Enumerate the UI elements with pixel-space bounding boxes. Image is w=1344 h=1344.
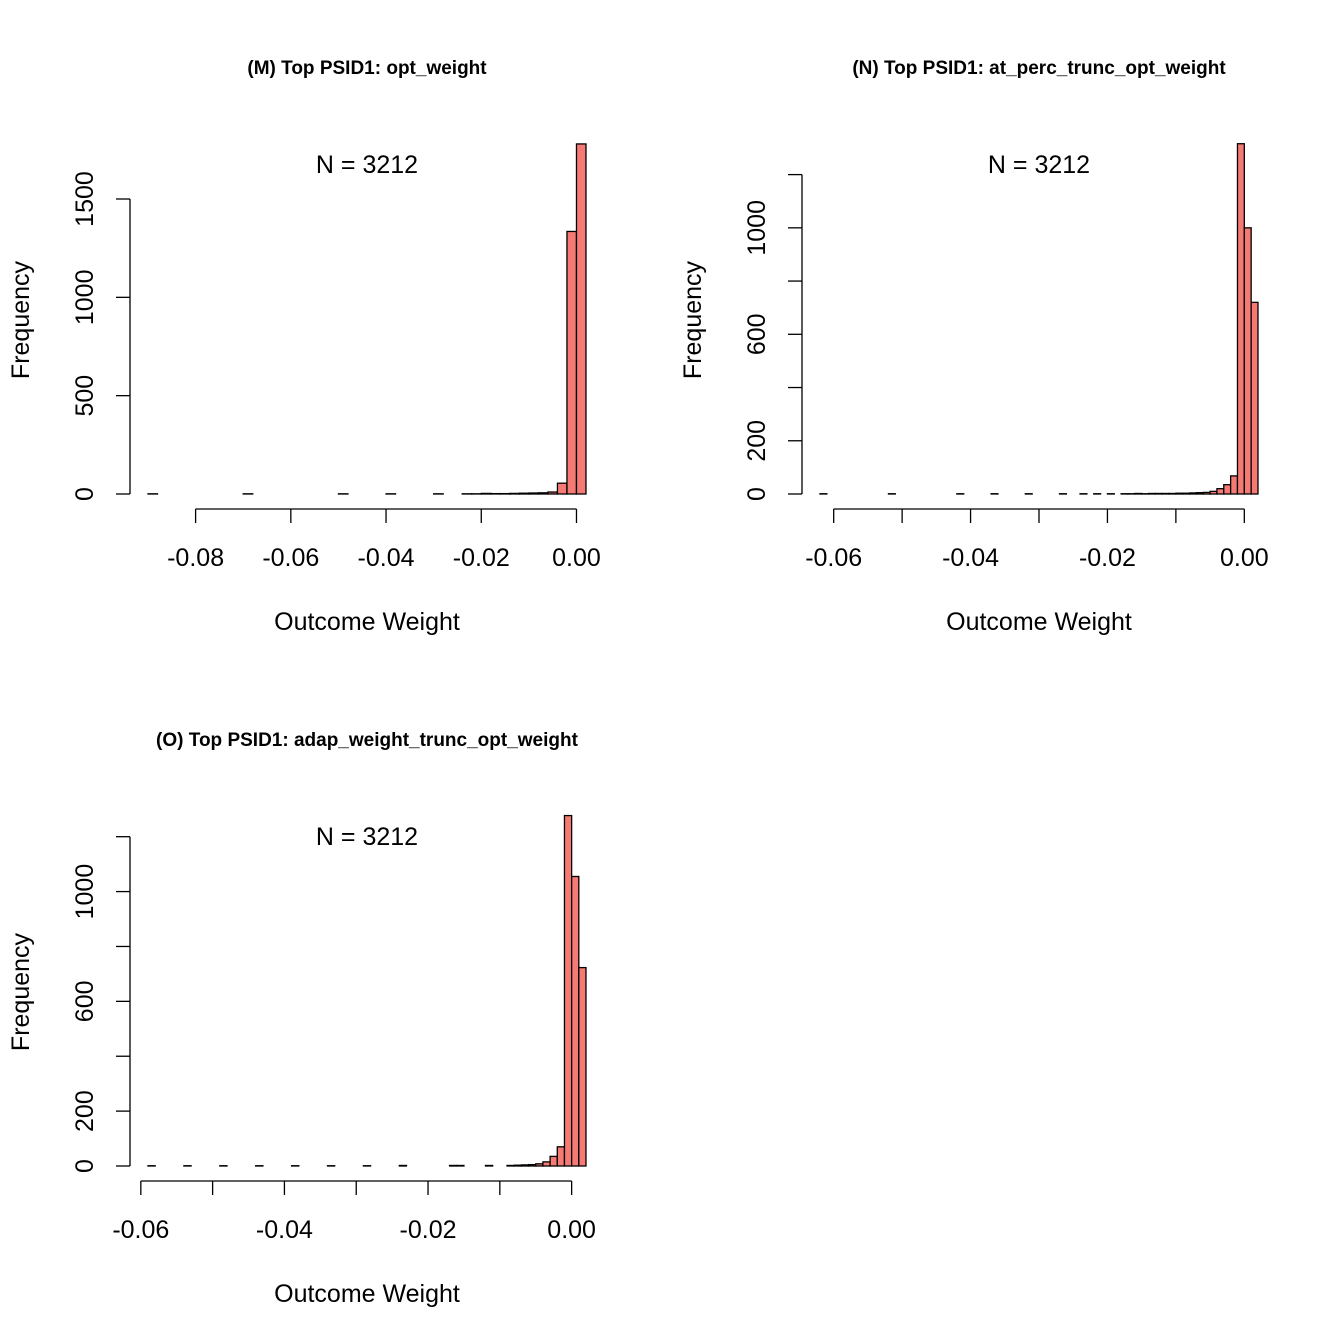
- bar: [1216, 488, 1225, 495]
- y-tick-label: 500: [71, 375, 99, 417]
- x-tick-label: -0.06: [805, 544, 862, 572]
- bar: [480, 492, 492, 495]
- x-tick-label: -0.02: [400, 1216, 457, 1244]
- annotation: N = 3212: [988, 151, 1090, 179]
- bar: [1182, 492, 1191, 495]
- y-tick-label: 600: [743, 313, 771, 355]
- x-tick-label: -0.04: [942, 544, 999, 572]
- x-tick-label: -0.04: [256, 1216, 313, 1244]
- bar: [563, 814, 573, 1167]
- bar: [542, 1161, 551, 1167]
- y-axis-label: Frequency: [7, 932, 35, 1051]
- bar: [1243, 227, 1252, 495]
- y-tick-label: 1000: [71, 270, 99, 326]
- x-axis-label: Outcome Weight: [946, 608, 1132, 636]
- y-tick-label: 200: [71, 1090, 99, 1132]
- y-tick-label: 600: [71, 980, 99, 1022]
- bar: [537, 492, 549, 495]
- x-tick-label: -0.04: [358, 544, 415, 572]
- x-tick-label: -0.02: [453, 544, 510, 572]
- bar: [1175, 492, 1184, 495]
- annotation: N = 3212: [316, 151, 418, 179]
- panel: (O) Top PSID1: adap_weight_trunc_opt_wei…: [7, 730, 596, 1308]
- bar: [556, 1146, 566, 1167]
- bar: [1134, 492, 1143, 495]
- bar: [456, 1164, 465, 1167]
- x-tick-label: -0.08: [167, 544, 224, 572]
- annotation: N = 3212: [316, 823, 418, 851]
- bar: [1250, 301, 1259, 495]
- x-tick-label: -0.06: [112, 1216, 169, 1244]
- bar: [448, 1164, 458, 1167]
- bar: [518, 492, 530, 495]
- y-tick-label: 1000: [743, 200, 771, 256]
- bar: [578, 966, 587, 1167]
- bar: [1161, 492, 1170, 495]
- y-tick-label: 1500: [71, 171, 99, 227]
- bar: [549, 1155, 558, 1167]
- bar: [566, 230, 578, 495]
- panel: (N) Top PSID1: at_perc_trunc_opt_weight N…: [679, 58, 1269, 636]
- bar: [506, 1164, 515, 1167]
- bar: [1209, 490, 1218, 495]
- bar: [1168, 492, 1177, 495]
- x-tick-label: -0.02: [1079, 544, 1136, 572]
- x-axis-label: Outcome Weight: [274, 1280, 460, 1308]
- bar: [1202, 491, 1211, 495]
- bar: [535, 1163, 544, 1167]
- y-tick-label: 0: [743, 487, 771, 501]
- bar: [1195, 492, 1204, 495]
- bar: [1147, 492, 1156, 495]
- y-tick-label: 0: [71, 487, 99, 501]
- bar: [570, 875, 580, 1167]
- bar: [1223, 484, 1232, 495]
- y-axis-label: Frequency: [679, 260, 707, 379]
- y-tick-label: 1000: [71, 864, 99, 920]
- bar: [520, 1164, 530, 1167]
- x-axis-label: Outcome Weight: [274, 608, 460, 636]
- bar: [484, 1164, 494, 1167]
- x-tick-label: 0.00: [552, 544, 601, 572]
- bar: [1154, 492, 1163, 495]
- y-tick-label: 200: [743, 420, 771, 462]
- bar: [1229, 475, 1239, 495]
- chart-title: (M) Top PSID1: opt_weight: [247, 58, 487, 79]
- bar: [547, 491, 559, 495]
- chart-title: (O) Top PSID1: adap_weight_trunc_opt_wei…: [156, 730, 579, 751]
- panel: (M) Top PSID1: opt_weight N = 3212 Outcome…: [7, 58, 601, 636]
- bar: [1236, 143, 1245, 495]
- bar: [528, 492, 540, 495]
- x-tick-label: 0.00: [1220, 544, 1269, 572]
- bar: [513, 1164, 523, 1167]
- x-tick-label: -0.06: [262, 544, 319, 572]
- y-tick-label: 0: [71, 1159, 99, 1173]
- chart-title: (N) Top PSID1: at_perc_trunc_opt_weight: [852, 58, 1226, 79]
- bar: [398, 1164, 408, 1167]
- y-axis-label: Frequency: [7, 260, 35, 379]
- bar: [556, 482, 568, 495]
- bar: [1188, 492, 1198, 495]
- bar: [509, 492, 520, 495]
- bar: [575, 143, 587, 495]
- bar: [527, 1163, 537, 1167]
- x-tick-label: 0.00: [547, 1216, 596, 1244]
